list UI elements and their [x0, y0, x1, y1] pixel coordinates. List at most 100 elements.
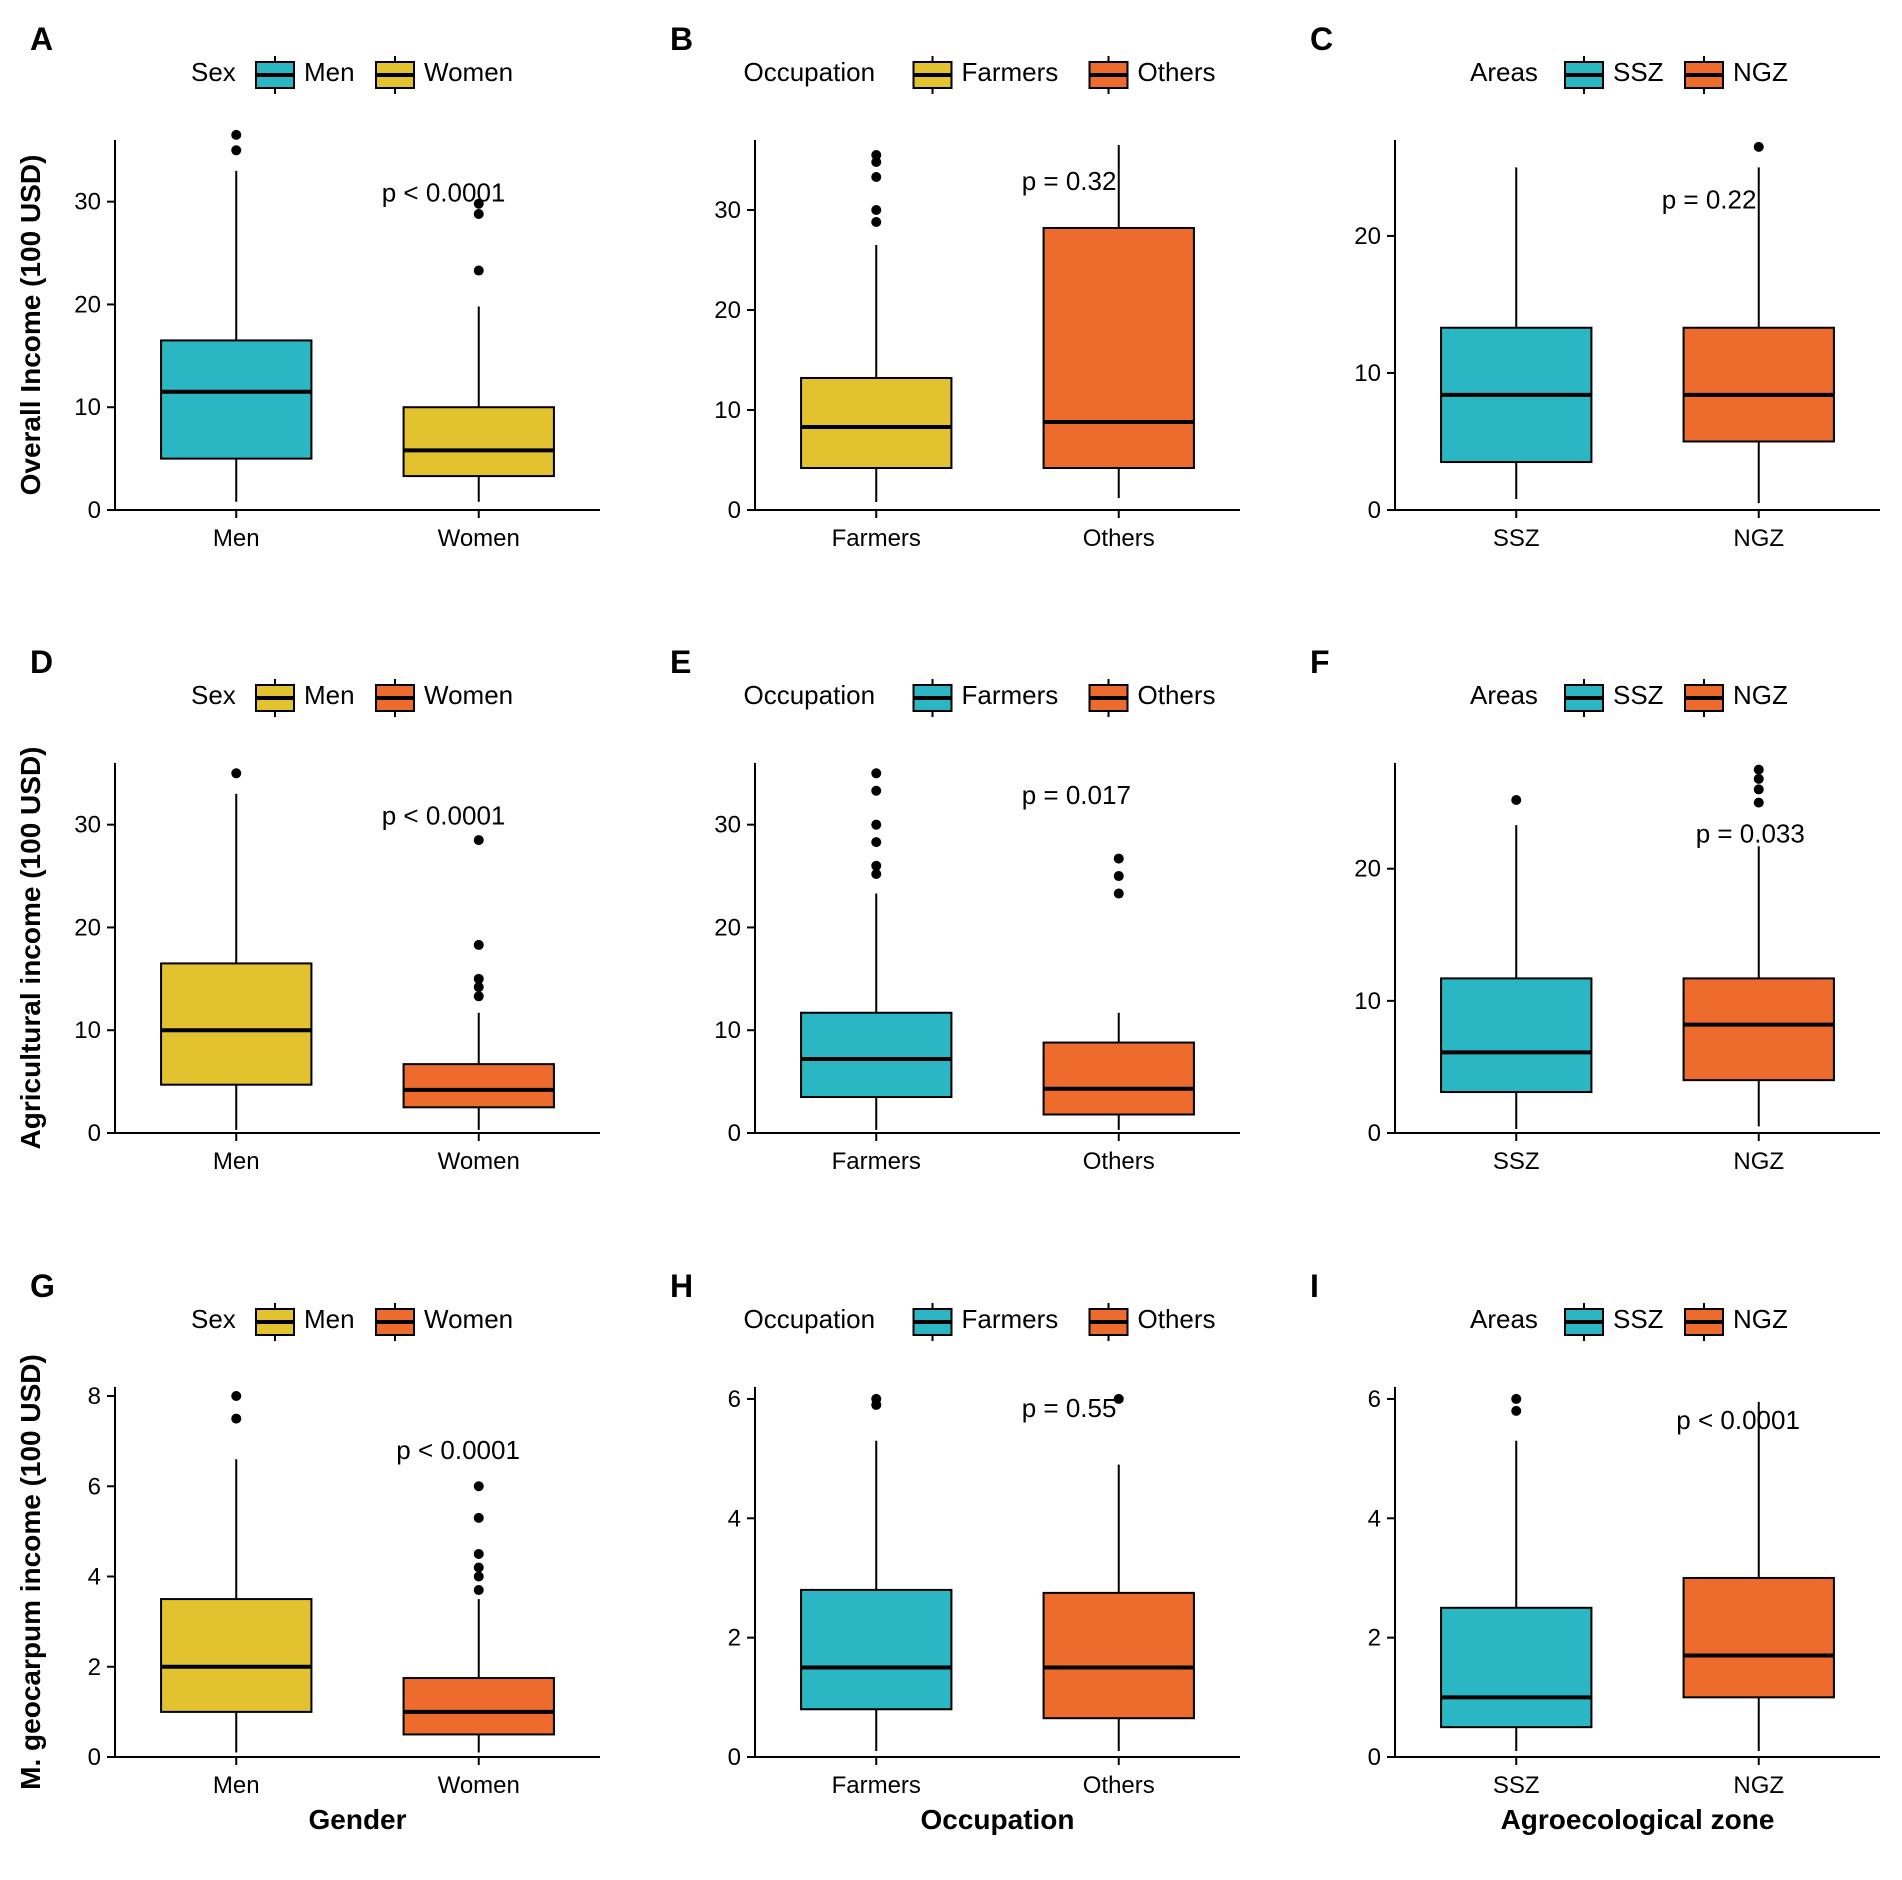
- y-tick-label: 0: [728, 497, 741, 524]
- y-tick-label: 20: [714, 297, 741, 324]
- legend-label: Farmers: [962, 1304, 1059, 1334]
- x-tick-label: Women: [438, 1772, 520, 1799]
- y-tick-label: 2: [1368, 1624, 1381, 1651]
- legend-label: Men: [304, 1304, 355, 1334]
- p-value-text: p < 0.0001: [1676, 1404, 1800, 1434]
- y-tick-label: 8: [88, 1383, 101, 1410]
- panel-c: CAreasSSZNGZ01020SSZNGZp = 0.22: [1300, 20, 1900, 613]
- x-tick-label: Men: [213, 525, 260, 552]
- boxplot-box: [1441, 1607, 1591, 1726]
- legend-label: SSZ: [1613, 1304, 1664, 1334]
- panel-letter: I: [1310, 1268, 1319, 1304]
- x-tick-label: Others: [1083, 525, 1155, 552]
- legend-label: Women: [424, 680, 513, 710]
- y-tick-label: 10: [714, 1018, 741, 1045]
- x-tick-label: SSZ: [1493, 1148, 1540, 1175]
- outlier-point: [871, 837, 881, 847]
- boxplot-box: [1044, 1043, 1194, 1115]
- outlier-point: [871, 1394, 881, 1404]
- outlier-point: [231, 769, 241, 779]
- y-tick-label: 6: [88, 1473, 101, 1500]
- x-tick-label: NGZ: [1733, 1148, 1784, 1175]
- boxplot-box: [161, 340, 311, 458]
- legend-title: Areas: [1470, 680, 1538, 710]
- x-tick-label: SSZ: [1493, 525, 1540, 552]
- outlier-point: [871, 205, 881, 215]
- legend-label: Farmers: [962, 680, 1059, 710]
- outlier-point: [474, 1562, 484, 1572]
- outlier-point: [474, 835, 484, 845]
- outlier-point: [1511, 1394, 1521, 1404]
- panel-i: IAreasSSZNGZ0246SSZNGZAgroecological zon…: [1300, 1267, 1900, 1860]
- boxplot-box: [801, 378, 951, 468]
- panel-d: DSexMenWomen0102030Agricultural income (…: [20, 643, 620, 1236]
- boxplot-box: [1044, 1593, 1194, 1718]
- boxplot-box: [1044, 228, 1194, 468]
- p-value-text: p = 0.017: [1022, 780, 1131, 810]
- panel-g: GSexMenWomen02468M. geocarpum income (10…: [20, 1267, 620, 1860]
- outlier-point: [474, 940, 484, 950]
- y-tick-label: 0: [88, 1120, 101, 1147]
- outlier-point: [1114, 889, 1124, 899]
- y-tick-label: 6: [728, 1386, 741, 1413]
- legend-label: Others: [1138, 57, 1216, 87]
- x-tick-label: SSZ: [1493, 1772, 1540, 1799]
- y-tick-label: 20: [74, 915, 101, 942]
- y-tick-label: 4: [1368, 1505, 1381, 1532]
- outlier-point: [871, 861, 881, 871]
- y-tick-label: 30: [714, 197, 741, 224]
- y-tick-label: 10: [1354, 360, 1381, 387]
- legend-title: Occupation: [744, 680, 876, 710]
- panel-letter: D: [30, 644, 53, 680]
- x-axis-title: Occupation: [920, 1804, 1074, 1835]
- legend-label: Women: [424, 1304, 513, 1334]
- legend-title: Sex: [191, 1304, 236, 1334]
- legend-label: Men: [304, 680, 355, 710]
- p-value-text: p = 0.22: [1662, 185, 1757, 215]
- boxplot-box: [161, 964, 311, 1085]
- panel-letter: F: [1310, 644, 1330, 680]
- legend-title: Areas: [1470, 57, 1538, 87]
- outlier-point: [231, 1413, 241, 1423]
- outlier-point: [474, 1571, 484, 1581]
- y-tick-label: 30: [74, 812, 101, 839]
- outlier-point: [474, 1585, 484, 1595]
- x-axis-title: Gender: [308, 1804, 406, 1835]
- legend-label: Others: [1138, 680, 1216, 710]
- boxplot-box: [161, 1599, 311, 1712]
- x-tick-label: Others: [1083, 1772, 1155, 1799]
- p-value-text: p < 0.0001: [382, 801, 506, 831]
- panel-a: ASexMenWomen0102030Overall Income (100 U…: [20, 20, 620, 613]
- outlier-point: [871, 786, 881, 796]
- outlier-point: [871, 172, 881, 182]
- boxplot-box: [801, 1590, 951, 1709]
- y-tick-label: 2: [88, 1653, 101, 1680]
- x-tick-label: Others: [1083, 1148, 1155, 1175]
- y-tick-label: 20: [714, 915, 741, 942]
- panel-letter: H: [670, 1268, 693, 1304]
- outlier-point: [231, 130, 241, 140]
- x-tick-label: Men: [213, 1148, 260, 1175]
- x-tick-label: Men: [213, 1772, 260, 1799]
- x-axis-title: Agroecological zone: [1501, 1804, 1775, 1835]
- y-tick-label: 30: [74, 189, 101, 216]
- x-tick-label: NGZ: [1733, 1772, 1784, 1799]
- y-tick-label: 20: [74, 291, 101, 318]
- x-tick-label: Farmers: [832, 525, 921, 552]
- outlier-point: [871, 820, 881, 830]
- outlier-point: [1754, 765, 1764, 775]
- y-tick-label: 0: [1368, 1120, 1381, 1147]
- outlier-point: [1114, 854, 1124, 864]
- legend-label: NGZ: [1733, 680, 1788, 710]
- panel-e: EOccupationFarmersOthers0102030FarmersOt…: [660, 643, 1260, 1236]
- p-value-text: p = 0.033: [1696, 819, 1805, 849]
- x-tick-label: NGZ: [1733, 525, 1784, 552]
- y-tick-label: 0: [728, 1744, 741, 1771]
- outlier-point: [231, 1391, 241, 1401]
- panel-letter: G: [30, 1268, 55, 1304]
- y-axis-title: Overall Income (100 USD): [20, 155, 46, 496]
- y-tick-label: 6: [1368, 1386, 1381, 1413]
- p-value-text: p = 0.32: [1022, 166, 1117, 196]
- y-tick-label: 0: [88, 1744, 101, 1771]
- legend-title: Sex: [191, 57, 236, 87]
